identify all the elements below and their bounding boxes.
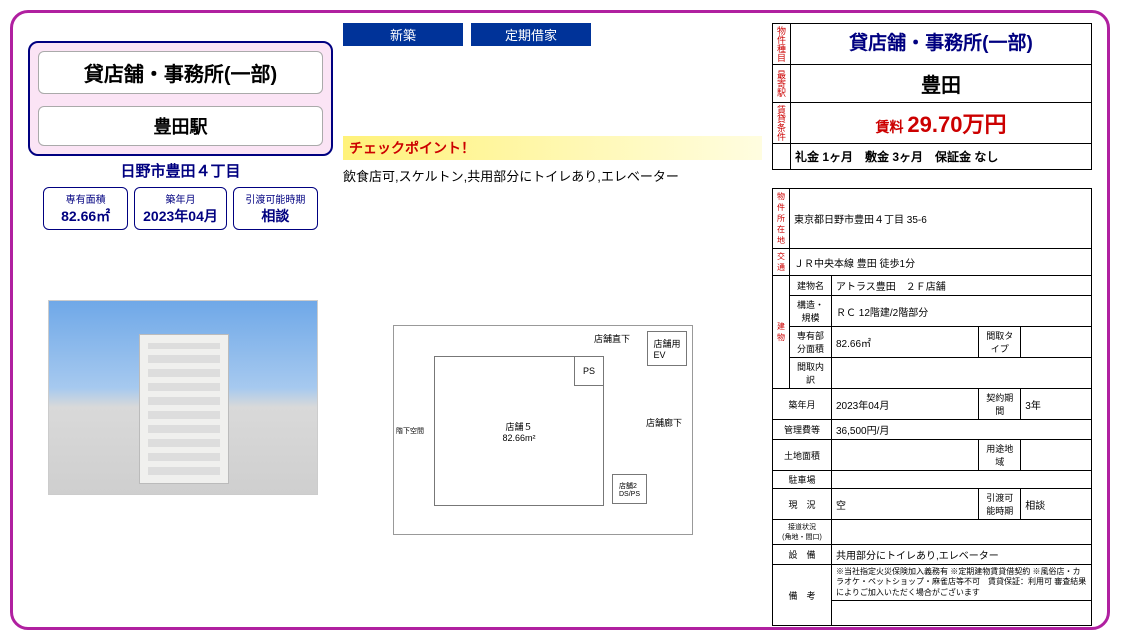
station-name: 豊田駅 bbox=[38, 106, 323, 146]
address: 日野市豊田４丁目 bbox=[28, 160, 333, 181]
left-column: 貸店舗・事務所(一部) 豊田駅 日野市豊田４丁目 専有面積 82.66㎡ 築年月… bbox=[28, 23, 333, 617]
stat-area: 専有面積 82.66㎡ bbox=[43, 187, 128, 230]
r-fees: 礼金 1ヶ月 敷金 3ヶ月 保証金 なし bbox=[791, 144, 1002, 169]
listing-frame: 貸店舗・事務所(一部) 豊田駅 日野市豊田４丁目 専有面積 82.66㎡ 築年月… bbox=[10, 10, 1110, 630]
checkpoint-header: チェックポイント！ bbox=[343, 136, 762, 160]
price-block: 物件種目 貸店舗・事務所(一部) 最寄駅 豊田 賃貸条件 賃料 29.70万円 … bbox=[772, 23, 1092, 170]
checkpoint-text: 飲食店可,スケルトン,共用部分にトイレあり,エレベーター bbox=[343, 166, 762, 185]
stat-built: 築年月 2023年04月 bbox=[134, 187, 227, 230]
right-column: 物件種目 貸店舗・事務所(一部) 最寄駅 豊田 賃貸条件 賃料 29.70万円 … bbox=[772, 23, 1092, 617]
fp-ps: PS bbox=[574, 356, 604, 386]
r-rent: 賃料 29.70万円 bbox=[791, 103, 1091, 143]
stat-delivery: 引渡可能時期 相談 bbox=[233, 187, 318, 230]
detail-table: 物件所在地東京都日野市豊田４丁目 35-6 交通ＪＲ中央本線 豊田 徒歩1分 建… bbox=[772, 188, 1092, 626]
tag-fixed-term: 定期借家 bbox=[471, 23, 591, 46]
floorplan: 店舗５ 82.66m² PS 店舗直下 店舗用 EV 店舗廊下 店舗2 DS/P… bbox=[393, 325, 693, 535]
r-station: 豊田 bbox=[791, 65, 1091, 102]
middle-column: 新築 定期借家 チェックポイント！ 飲食店可,スケルトン,共用部分にトイレあり,… bbox=[343, 23, 762, 617]
r-type: 貸店舗・事務所(一部) bbox=[791, 24, 1091, 64]
stat-row: 専有面積 82.66㎡ 築年月 2023年04月 引渡可能時期 相談 bbox=[28, 187, 333, 230]
property-type: 貸店舗・事務所(一部) bbox=[38, 51, 323, 94]
building-photo bbox=[48, 300, 318, 495]
summary-box: 貸店舗・事務所(一部) 豊田駅 bbox=[28, 41, 333, 156]
tag-row: 新築 定期借家 bbox=[343, 23, 762, 46]
tag-new: 新築 bbox=[343, 23, 463, 46]
